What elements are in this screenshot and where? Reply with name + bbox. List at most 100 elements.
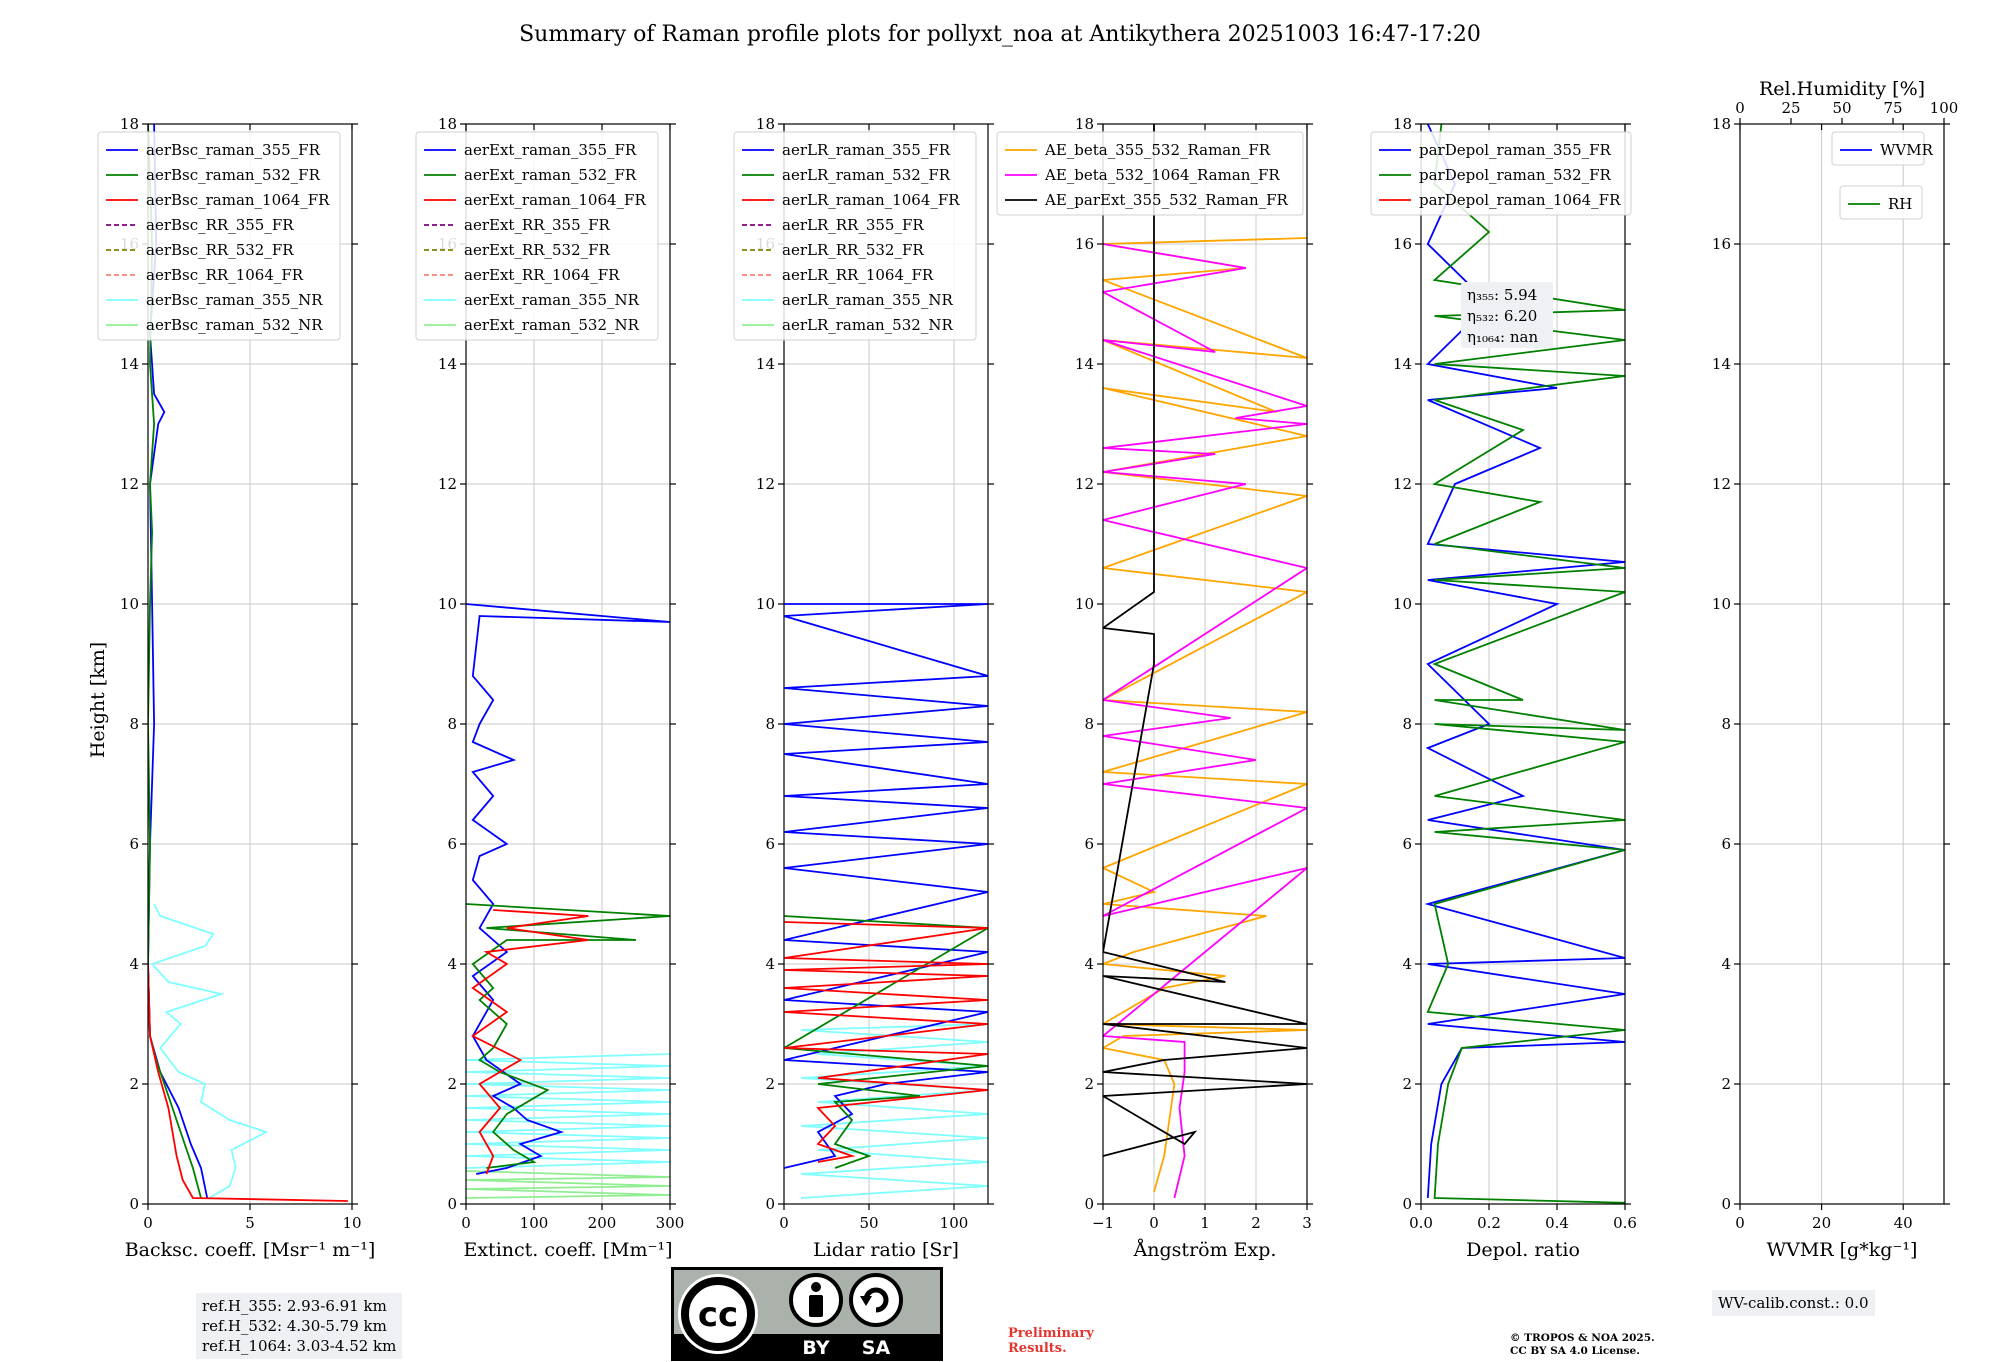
wv-calib-box: WV-calib.const.: 0.0 [1712, 1290, 1875, 1316]
y-tick-label: 8 [1402, 715, 1412, 733]
by-label: BY [802, 1337, 829, 1359]
legend-box [1839, 185, 1923, 220]
copyright-line-1: © TROPOS & NOA 2025. [1510, 1332, 1655, 1344]
y-tick-label: 8 [1721, 715, 1731, 733]
series-AE_parExt_355_532_Raman_FR [1103, 124, 1307, 1157]
legend-label: aerLR_raman_532_FR [782, 166, 951, 184]
legend-label: parDepol_raman_1064_FR [1419, 191, 1621, 209]
legend-label: parDepol_raman_532_FR [1419, 166, 1612, 184]
x-tick-label: 0 [143, 1214, 153, 1232]
x-tick-label: 0.0 [1409, 1214, 1433, 1232]
y-tick-label: 2 [447, 1075, 457, 1093]
series-aerExt_raman_532_NR [466, 1170, 670, 1199]
y-tick-label: 0 [1721, 1195, 1731, 1213]
top-x-tick-label: 100 [1930, 99, 1959, 117]
cc-by-sa-logo: cc BY SA [671, 1267, 943, 1361]
legend-label: RH [1888, 195, 1912, 213]
series-group [1103, 124, 1307, 1199]
wv-calib-constant: WV-calib.const.: 0.0 [1718, 1294, 1869, 1312]
y-tick-label: 12 [120, 475, 139, 493]
legend-label: aerLR_raman_355_NR [782, 291, 953, 309]
legend-box [733, 131, 977, 341]
y-tick-label: 10 [1393, 595, 1412, 613]
top-x-tick-label: 75 [1883, 99, 1902, 117]
x-tick-label: −1 [1092, 1214, 1114, 1232]
legend-box [1370, 131, 1632, 216]
y-tick-label: 4 [765, 955, 775, 973]
legend-label: aerLR_raman_1064_FR [782, 191, 960, 209]
ref-height-532: ref.H_532: 4.30-5.79 km [202, 1317, 387, 1335]
legend-label: AE_beta_532_1064_Raman_FR [1044, 166, 1280, 184]
legend-label: aerExt_RR_355_FR [464, 216, 611, 234]
y-tick-label: 18 [1712, 115, 1731, 133]
legend-label: aerExt_raman_532_FR [464, 166, 637, 184]
axes-frame [1739, 123, 1945, 1205]
legend-label: aerBsc_raman_355_NR [146, 291, 323, 309]
legend: aerBsc_raman_355_FR aerBsc_raman_532_FRae… [97, 131, 341, 341]
legend-label: aerLR_raman_355_FR [782, 141, 951, 159]
series-aerExt_raman_532_FR [466, 903, 670, 1169]
legend-label: aerBsc_raman_532_FR [146, 166, 321, 184]
ref-height-355: ref.H_355: 2.93-6.91 km [202, 1297, 387, 1315]
x-axis-label: Extinct. coeff. [Mm⁻¹] [463, 1239, 672, 1261]
legend-label: aerBsc_raman_532_NR [146, 316, 323, 334]
y-tick-label: 10 [1712, 595, 1731, 613]
y-tick-label: 8 [765, 715, 775, 733]
legend-label: WVMR [1880, 141, 1934, 159]
x-tick-label: 3 [1302, 1214, 1312, 1232]
series-group [466, 603, 670, 1199]
y-tick-label: 4 [1084, 955, 1094, 973]
ref-height-1064: ref.H_1064: 3.03-4.52 km [202, 1337, 397, 1355]
reference-heights-box: ref.H_355: 2.93-6.91 km ref.H_532: 4.30-… [196, 1293, 403, 1359]
preliminary-line-2: Results. [1008, 1341, 1067, 1356]
preliminary-line-1: Preliminary [1008, 1326, 1094, 1341]
y-tick-label: 14 [1712, 355, 1731, 373]
x-axis-label: Ångström Exp. [1133, 1239, 1277, 1261]
y-tick-label: 18 [1075, 115, 1094, 133]
legend-box [415, 131, 659, 341]
legend-label: aerLR_RR_532_FR [782, 241, 924, 259]
x-tick-label: 0.2 [1477, 1214, 1501, 1232]
y-tick-label: 0 [1084, 1195, 1094, 1213]
y-tick-label: 0 [765, 1195, 775, 1213]
y-tick-label: 2 [1402, 1075, 1412, 1093]
series-group [148, 124, 348, 1202]
eta-value: η₃₅₅: 5.94 [1467, 286, 1537, 304]
y-axis-label: Height [km] [87, 642, 109, 758]
legend-label: aerLR_RR_355_FR [782, 216, 924, 234]
y-tick-label: 8 [129, 715, 139, 733]
x-tick-label: 0 [1149, 1214, 1159, 1232]
y-tick-label: 14 [120, 355, 139, 373]
legend-box [1831, 131, 1925, 166]
y-tick-label: 12 [1075, 475, 1094, 493]
x-axis-label: Lidar ratio [Sr] [813, 1239, 959, 1261]
legend-label: aerExt_raman_532_NR [464, 316, 640, 334]
y-tick-label: 10 [438, 595, 457, 613]
legend-label: aerBsc_RR_532_FR [146, 241, 294, 259]
preliminary-note: Preliminary Results. [1008, 1326, 1094, 1356]
eta-value: η₁₀₆₄: nan [1467, 328, 1538, 346]
y-tick-label: 12 [1393, 475, 1412, 493]
series-aerExt_raman_355_FR [466, 603, 670, 1175]
top-x-tick-label: 25 [1781, 99, 1800, 117]
legend-label: AE_beta_355_532_Raman_FR [1044, 141, 1271, 159]
y-tick-label: 6 [447, 835, 457, 853]
series-aerExt_raman_1064_FR [471, 909, 589, 1175]
top-x-tick-label: 0 [1735, 99, 1745, 117]
y-tick-label: 18 [120, 115, 139, 133]
series-group [1424, 124, 1625, 1204]
y-tick-label: 0 [129, 1195, 139, 1213]
x-tick-label: 200 [588, 1214, 617, 1232]
legend-label: aerExt_raman_355_FR [464, 141, 637, 159]
panel-lr: 050100024681012141618Lidar ratio [Sr]aer… [733, 115, 994, 1261]
y-tick-label: 6 [1721, 835, 1731, 853]
y-tick-label: 18 [756, 115, 775, 133]
legend-label: aerLR_RR_1064_FR [782, 266, 934, 284]
legend: aerLR_raman_355_FR aerLR_raman_532_FR aerL… [733, 131, 977, 341]
y-tick-label: 18 [1393, 115, 1412, 133]
legend-label: aerExt_RR_1064_FR [464, 266, 620, 284]
eta-annotation: η₃₅₅: 5.94 η₅₃₂: 6.20 η₁₀₆₄: nan [1461, 282, 1553, 348]
series-parDepol_raman_532_FR [1426, 124, 1625, 1204]
legend-box [97, 131, 341, 341]
